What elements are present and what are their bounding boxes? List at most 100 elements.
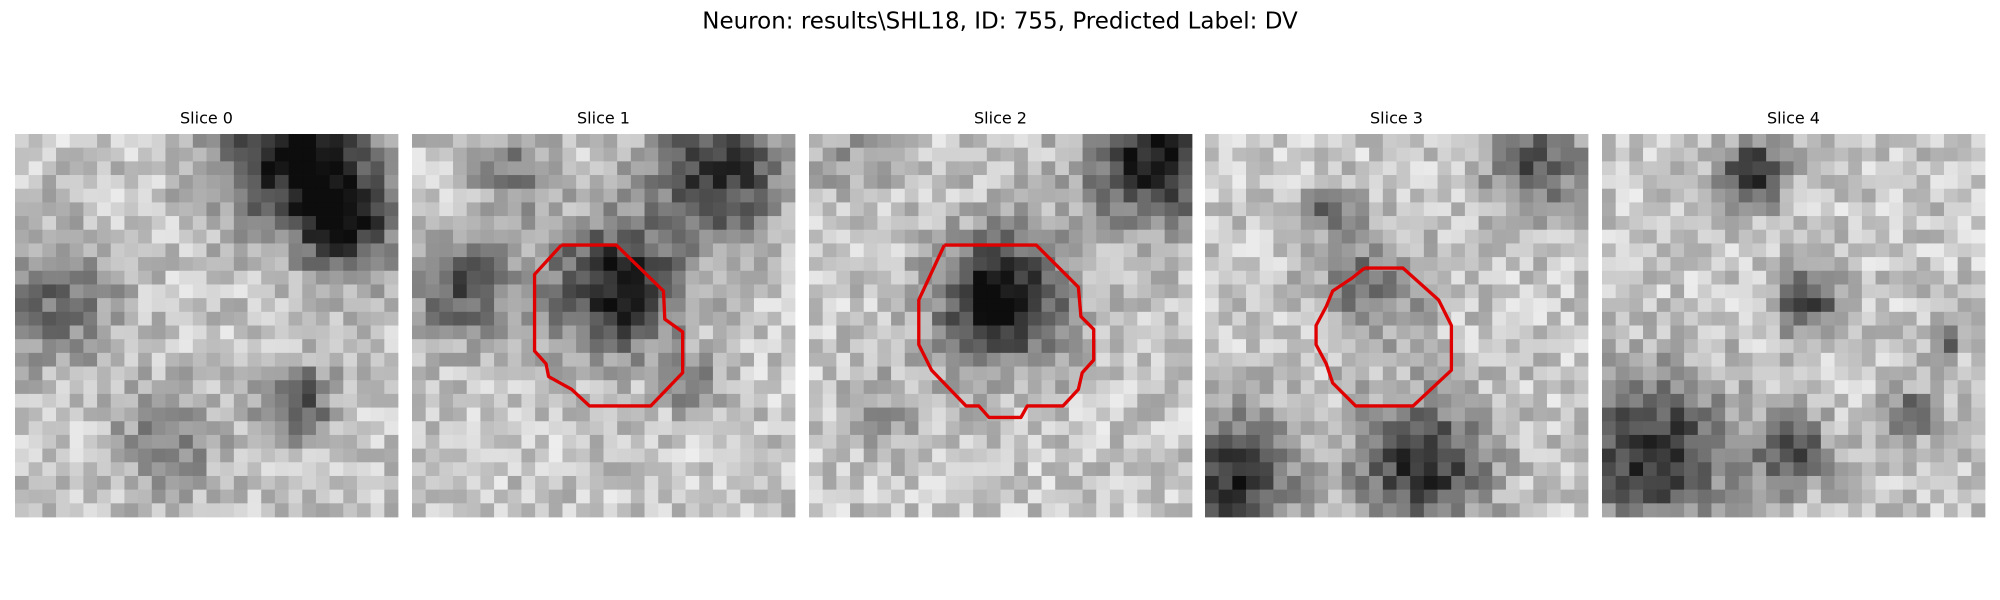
pixel [151,407,166,422]
pixel [603,352,618,367]
pixel [206,434,221,449]
pixel [97,339,112,354]
pixel [1889,325,1904,340]
pixel [233,489,248,504]
pixel [1328,339,1343,354]
pixel [220,229,235,244]
pixel [1711,270,1726,285]
pixel [1096,352,1111,367]
pixel [1423,489,1438,504]
pixel [1725,243,1740,258]
panel-title: Slice 0 [180,109,233,128]
pixel [261,380,276,395]
pixel [480,175,495,190]
pixel [384,407,399,422]
pixel [1505,311,1520,326]
pixel [1082,407,1097,422]
pixel [945,462,960,477]
pixel [1560,243,1575,258]
pixel [959,339,974,354]
pixel [1246,352,1261,367]
pixel [494,188,509,203]
pixel [1369,503,1384,518]
pixel [1834,243,1849,258]
pixel [1369,421,1384,436]
pixel [494,298,509,313]
pixel [1382,202,1397,217]
pixel [753,175,769,190]
pixel [1779,352,1794,367]
pixel [494,489,509,504]
pixel [836,448,851,463]
pixel [1615,325,1630,340]
pixel [1943,448,1959,463]
pixel [863,311,878,326]
pixel [1000,216,1015,231]
pixel [110,161,125,176]
pixel [1382,407,1397,422]
pixel [1464,311,1479,326]
pixel [932,175,947,190]
pixel [1629,229,1644,244]
pixel [1068,434,1083,449]
pixel [370,380,385,395]
pixel [1287,270,1302,285]
pixel [850,503,865,518]
pixel [1930,175,1945,190]
pixel [466,352,481,367]
pixel [562,325,577,340]
pixel [1451,325,1466,340]
pixel [1396,134,1411,149]
pixel [1602,503,1617,518]
pixel [1137,298,1152,313]
pixel [753,462,769,477]
pixel [576,489,591,504]
pixel [1396,352,1411,367]
pixel [1123,393,1138,408]
pixel [1328,161,1343,176]
pixel [1287,339,1302,354]
pixel [1150,366,1166,381]
pixel [1656,448,1671,463]
pixel [712,284,727,299]
pixel [562,434,577,449]
pixel [343,243,358,258]
pixel [439,434,454,449]
pixel [110,134,125,149]
pixel [1246,489,1261,504]
pixel [1930,284,1945,299]
pixel [1848,489,1863,504]
pixel [1464,366,1479,381]
pixel [1834,380,1849,395]
pixel [781,229,796,244]
pixel [1971,352,1986,367]
pixel [274,134,289,149]
pixel [1738,366,1753,381]
pixel [1410,407,1425,422]
pixel [1027,257,1042,272]
pixel [740,380,755,395]
pixel [1096,366,1111,381]
pixel [822,462,837,477]
pixel [412,434,427,449]
pixel [494,352,509,367]
pixel [1150,380,1166,395]
pixel [384,147,399,162]
pixel [1246,339,1261,354]
pixel [28,202,43,217]
pixel [1779,298,1794,313]
pixel [302,270,317,285]
pixel [1697,229,1712,244]
pixel [1178,462,1193,477]
pixel [617,380,632,395]
pixel [1943,475,1959,491]
pixel [1971,393,1986,408]
pixel [1889,434,1904,449]
pixel [891,448,906,463]
pixel [1137,366,1152,381]
pixel [1259,298,1274,313]
pixel [521,147,536,162]
pixel [138,325,153,340]
pixel [630,407,645,422]
pixel [192,475,207,491]
